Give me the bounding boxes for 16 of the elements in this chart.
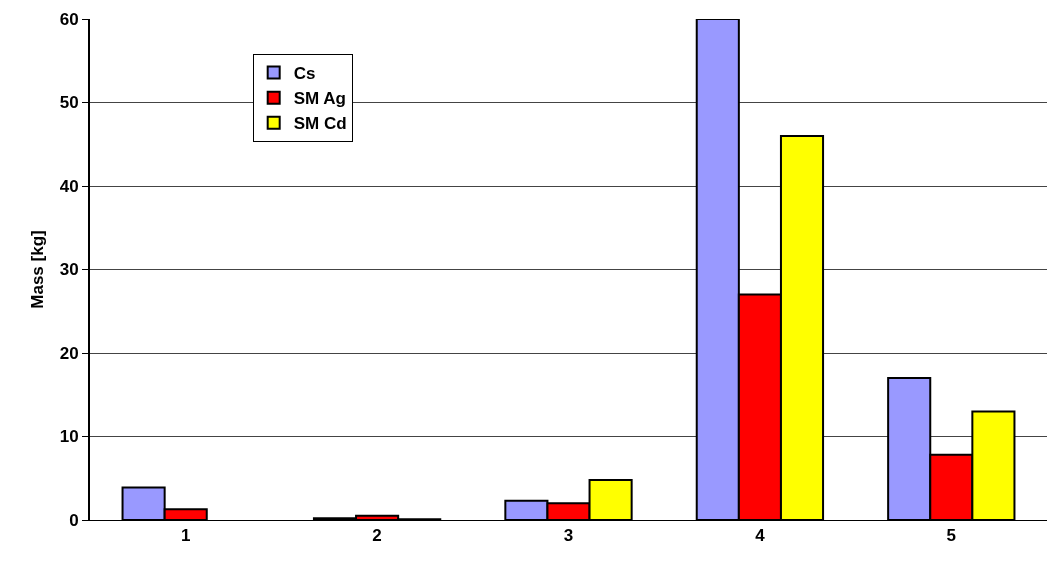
legend-label: SM Cd bbox=[293, 114, 347, 134]
x-tick-label: 5 bbox=[946, 526, 957, 546]
y-tick-label: 60 bbox=[59, 9, 79, 29]
x-tick-label: 2 bbox=[372, 526, 382, 546]
y-axis-title: Mass [kg] bbox=[27, 230, 47, 309]
y-tick-label: 10 bbox=[59, 427, 79, 447]
y-tick-label: 20 bbox=[59, 343, 79, 363]
y-tick-label: 30 bbox=[59, 260, 79, 280]
x-tick-label: 3 bbox=[563, 526, 574, 546]
legend-label: Cs bbox=[293, 64, 316, 84]
legend-label: SM Ag bbox=[293, 89, 346, 109]
y-tick-label: 40 bbox=[59, 176, 79, 196]
y-tick-label: 50 bbox=[59, 93, 79, 113]
x-tick-label: 4 bbox=[755, 526, 766, 546]
y-tick-label: 0 bbox=[69, 510, 79, 530]
x-tick-label: 1 bbox=[180, 526, 191, 546]
